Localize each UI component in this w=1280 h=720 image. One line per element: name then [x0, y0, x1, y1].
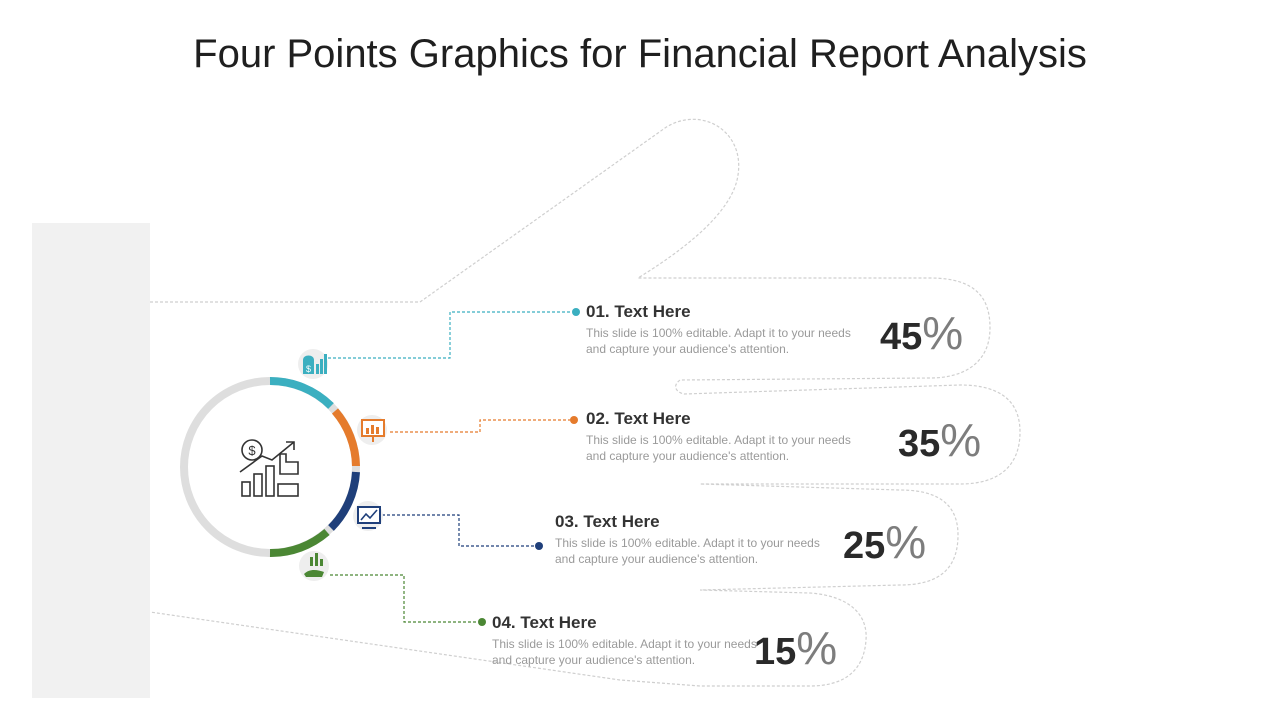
point-01: 01. Text Here This slide is 100% editabl…	[586, 302, 856, 357]
leader-dot-03	[535, 542, 543, 550]
leader-line-01	[328, 311, 572, 359]
point-03-description: This slide is 100% editable. Adapt it to…	[555, 536, 820, 566]
point-03-heading: 03. Text Here	[555, 512, 660, 531]
point-01-percent-symbol: %	[922, 307, 964, 359]
point-04: 04. Text Here This slide is 100% editabl…	[492, 613, 762, 668]
point-04-percent: 15%	[754, 621, 837, 675]
leader-line-03	[382, 514, 535, 547]
leader-dot-01	[572, 308, 580, 316]
ring-segment-02	[331, 408, 360, 467]
hand-outline	[149, 118, 1021, 687]
point-02-value: 35	[898, 423, 941, 465]
point-01-description: This slide is 100% editable. Adapt it to…	[586, 326, 851, 356]
point-02: 02. Text Here This slide is 100% editabl…	[586, 409, 856, 464]
point-02-heading: 02. Text Here	[586, 409, 691, 428]
point-01-heading: 01. Text Here	[586, 302, 691, 321]
leader-dot-04	[478, 618, 486, 626]
ring-segment-03	[328, 471, 360, 531]
point-04-description: This slide is 100% editable. Adapt it to…	[492, 637, 757, 667]
monitor-chart-icon	[353, 501, 383, 531]
growth-chart-dollar-icon: $	[239, 439, 299, 497]
point-01-percent: 45%	[880, 306, 963, 360]
point-01-value: 45	[880, 316, 923, 358]
svg-text:$: $	[306, 364, 311, 374]
presentation-board-icon	[357, 415, 387, 445]
hand-chart-icon	[299, 551, 329, 581]
slide-title: Four Points Graphics for Financial Repor…	[193, 32, 1087, 76]
point-02-percent-symbol: %	[940, 414, 982, 466]
money-bag-chart-icon: $	[298, 349, 328, 379]
svg-text:$: $	[248, 443, 256, 458]
point-03-percent-symbol: %	[885, 516, 927, 568]
sleeve-band	[32, 223, 150, 698]
point-03-percent: 25%	[843, 515, 926, 569]
ring-segment-04	[269, 528, 330, 558]
point-02-description: This slide is 100% editable. Adapt it to…	[586, 433, 851, 463]
leader-line-04	[330, 574, 478, 623]
point-03-value: 25	[843, 525, 886, 567]
point-04-percent-symbol: %	[796, 622, 838, 674]
ring-segment-01	[269, 376, 334, 409]
point-04-heading: 04. Text Here	[492, 613, 597, 632]
point-04-value: 15	[754, 631, 797, 673]
leader-dot-02	[570, 416, 578, 424]
leader-line-02	[390, 419, 570, 433]
point-03: 03. Text Here This slide is 100% editabl…	[555, 512, 825, 567]
point-02-percent: 35%	[898, 413, 981, 467]
